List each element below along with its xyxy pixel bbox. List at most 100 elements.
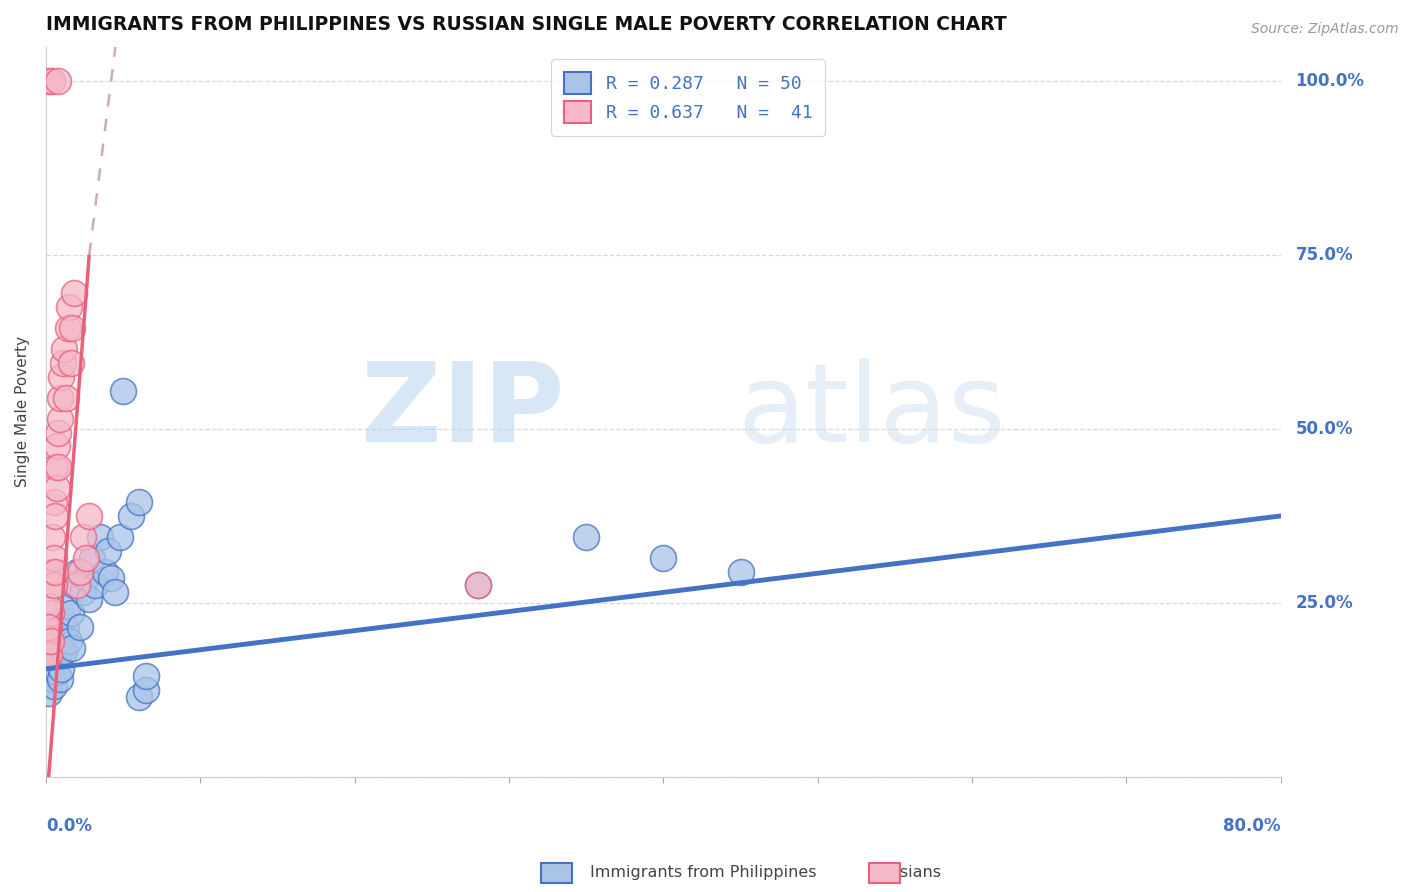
Point (97, 543, 120, 558)
Point (39, 631, 62, 645)
Point (51, 640, 73, 655)
Point (66, 565, 89, 579)
Text: Immigrants from Philippines: Immigrants from Philippines (589, 865, 817, 880)
Text: 100.0%: 100.0% (1295, 72, 1365, 90)
Point (46, 460, 69, 475)
Point (49, 673, 72, 687)
Point (59, 356, 82, 370)
Point (467, 578, 489, 592)
Point (46, 425, 69, 440)
Point (104, 585, 127, 599)
Legend: R = 0.287   N = 50, R = 0.637   N =  41: R = 0.287 N = 50, R = 0.637 N = 41 (551, 60, 825, 136)
Point (44, 508, 66, 523)
Point (45, 481, 67, 495)
Point (730, 565, 752, 579)
Point (69, 620, 91, 634)
Point (53, 342, 76, 356)
Point (37, 599, 59, 614)
Point (44, 616, 66, 631)
Point (77, 592, 100, 607)
Y-axis label: Single Male Poverty: Single Male Poverty (15, 336, 30, 487)
Point (77, 508, 100, 523)
Point (52, 356, 75, 370)
Text: 25.0%: 25.0% (1295, 594, 1353, 612)
Text: 50.0%: 50.0% (1295, 420, 1353, 438)
Point (60, 321, 83, 335)
Point (652, 550, 675, 565)
Point (38, 620, 60, 634)
Point (38, 74, 60, 88)
Point (44, 658, 66, 673)
Point (42, 638, 65, 652)
Point (575, 530, 598, 544)
Point (84, 578, 107, 592)
Point (59, 607, 82, 621)
Point (66, 578, 89, 592)
Point (112, 384, 135, 398)
Text: 80.0%: 80.0% (1223, 817, 1281, 835)
Point (38, 648, 60, 662)
Point (41, 673, 63, 687)
Point (467, 578, 489, 592)
Point (72, 530, 94, 544)
Point (93, 565, 115, 579)
Point (42, 495, 65, 509)
Text: Russians: Russians (872, 865, 942, 880)
Point (135, 682, 157, 697)
Point (39, 662, 62, 676)
Point (49, 411, 72, 425)
Point (52, 613, 75, 627)
Point (128, 690, 150, 704)
Point (46, 624, 69, 638)
Point (37, 620, 59, 634)
Point (108, 530, 131, 544)
Point (55, 391, 77, 405)
Point (49, 634, 72, 648)
Text: ZIP: ZIP (361, 359, 565, 465)
Text: Source: ZipAtlas.com: Source: ZipAtlas.com (1251, 22, 1399, 37)
Point (38, 634, 60, 648)
Point (46, 651, 69, 665)
Point (44, 565, 66, 579)
Point (89, 530, 111, 544)
Point (39, 565, 62, 579)
Point (72, 585, 94, 599)
Point (45, 648, 67, 662)
Point (69, 565, 91, 579)
Point (42, 679, 65, 693)
Point (41, 651, 63, 665)
Point (62, 286, 84, 301)
Point (56, 321, 79, 335)
Point (39, 607, 62, 621)
Point (135, 669, 157, 683)
Point (41, 530, 63, 544)
Point (45, 665, 67, 680)
Point (58, 634, 80, 648)
Point (49, 391, 72, 405)
Point (41, 578, 63, 592)
Point (42, 578, 65, 592)
Point (53, 644, 76, 658)
Point (75, 550, 97, 565)
Point (82, 550, 104, 565)
Point (41, 74, 63, 88)
Point (39, 634, 62, 648)
Point (37, 648, 59, 662)
Point (62, 578, 84, 592)
Point (120, 508, 142, 523)
Point (51, 370, 73, 384)
Point (75, 572, 97, 586)
Point (128, 495, 150, 509)
Point (45, 439, 67, 453)
Point (38, 658, 60, 673)
Point (55, 620, 77, 634)
Point (58, 301, 80, 315)
Point (37, 648, 59, 662)
Point (60, 640, 83, 655)
Point (46, 74, 69, 88)
Text: IMMIGRANTS FROM PHILIPPINES VS RUSSIAN SINGLE MALE POVERTY CORRELATION CHART: IMMIGRANTS FROM PHILIPPINES VS RUSSIAN S… (46, 15, 1007, 34)
Text: atlas: atlas (738, 359, 1005, 465)
Point (38, 686, 60, 700)
Point (44, 460, 66, 475)
Point (42, 550, 65, 565)
